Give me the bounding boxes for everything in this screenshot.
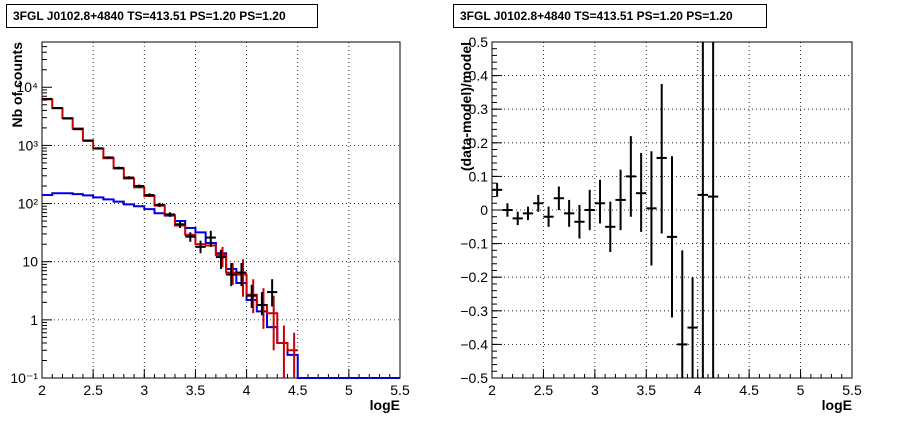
x-tick-label: 3 [591, 382, 599, 398]
y-tick-label: 0 [480, 202, 488, 218]
y-tick-label: −0.5 [460, 370, 488, 386]
residual-series [492, 42, 719, 378]
y-tick-label: 0.2 [469, 135, 489, 151]
x-tick-label: 5 [797, 382, 805, 398]
x-tick-label: 4.5 [288, 382, 308, 398]
plot-area [41, 41, 401, 379]
right-chart-title: 3FGL J0102.8+4840 TS=413.51 PS=1.20 PS=1… [453, 4, 767, 28]
y-tick-label: 0.5 [469, 34, 489, 50]
y-axis-label: Nb of counts [9, 42, 25, 128]
x-tick-label: 5.5 [842, 382, 862, 398]
left-chart-title: 3FGL J0102.8+4840 TS=413.51 PS=1.20 PS=1… [6, 4, 318, 28]
x-axis-label: logE [822, 397, 852, 413]
y-tick-label: 10⁴ [16, 79, 38, 95]
component-step-line [42, 192, 400, 379]
x-tick-label: 2 [38, 382, 46, 398]
data-series [42, 97, 278, 316]
y-tick-label: −0.1 [460, 236, 488, 252]
y-tick-label: −0.3 [460, 303, 488, 319]
x-tick-label: 2 [488, 382, 496, 398]
y-tick-label: 10² [18, 196, 39, 212]
y-tick-label: 10⁻¹ [10, 370, 38, 386]
x-tick-label: 4 [694, 382, 702, 398]
x-axis-label: logE [370, 397, 400, 413]
y-tick-label: 10 [22, 254, 38, 270]
y-tick-label: −0.2 [460, 269, 488, 285]
y-tick-label: 0.1 [469, 168, 489, 184]
x-tick-label: 3 [140, 382, 148, 398]
y-tick-label: 0.4 [469, 68, 489, 84]
x-tick-label: 2.5 [534, 382, 554, 398]
y-minor-ticks [42, 41, 47, 361]
y-axis: 10⁻¹ 1 10 10² 10³ 10⁴ [10, 79, 400, 386]
y-tick-label: 10³ [18, 137, 39, 153]
x-tick-label: 4.5 [739, 382, 759, 398]
y-tick-label: 1 [30, 312, 38, 328]
x-tick-label: 5 [345, 382, 353, 398]
x-tick-label: 4 [243, 382, 251, 398]
y-tick-label: 0.3 [469, 101, 489, 117]
y-axis: −0.5 −0.4 −0.3 −0.2 −0.1 0 0.1 0.2 0.3 0.4 0.5 [460, 34, 852, 386]
x-tick-label: 3.5 [637, 382, 657, 398]
y-axis-label: (data-model)/model [458, 42, 474, 171]
x-tick-label: 5.5 [390, 382, 410, 398]
y-tick-label: −0.4 [460, 336, 488, 352]
x-tick-label: 3.5 [186, 382, 206, 398]
x-tick-label: 2.5 [83, 382, 103, 398]
